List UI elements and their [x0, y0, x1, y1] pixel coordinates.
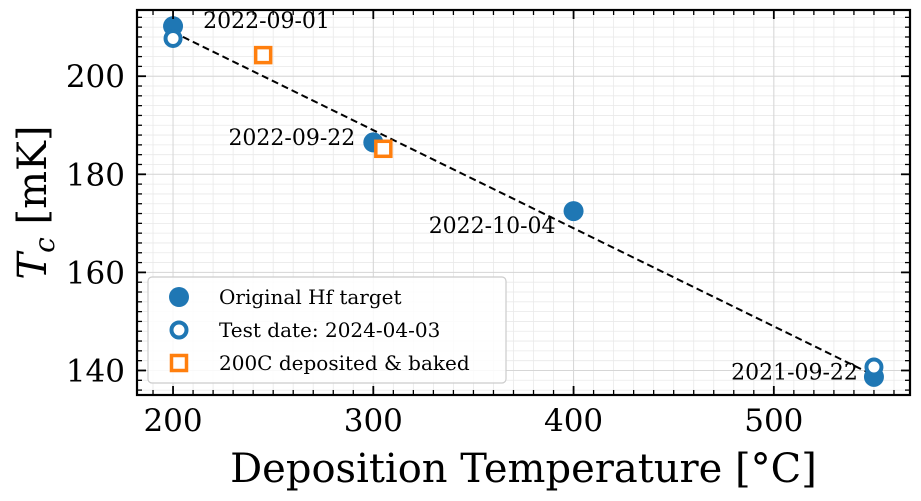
legend-marker [169, 353, 189, 373]
y-axis-label: Tc [mK] [10, 125, 61, 279]
fit-line-layer [172, 31, 875, 377]
y-axis-label-text: Tc [mK] [10, 125, 61, 279]
point-annotation: 2022-09-01 [203, 9, 330, 34]
legend-label: Original Hf target [219, 285, 402, 309]
point-annotation: 2021-09-22 [731, 360, 858, 385]
y-tick-labels: 140 160 180 200 [66, 59, 125, 389]
x-tick-label: 400 [544, 403, 603, 439]
baked-point [253, 45, 273, 65]
minor-grid [137, 10, 910, 395]
test-date-point [864, 357, 884, 377]
original-hf-point [563, 201, 584, 222]
x-tick-labels: 200 300 400 500 [143, 403, 803, 439]
x-tick-label: 300 [344, 403, 403, 439]
y-label-subscript: c [28, 237, 61, 253]
x-tick-label: 500 [744, 403, 803, 439]
legend-label: 200C deposited & baked [219, 351, 470, 375]
legend: Original Hf target Test date: 2024-04-03 2… [147, 276, 507, 384]
test-date-point [163, 28, 183, 48]
legend-box [147, 276, 507, 384]
legend-marker [169, 320, 189, 340]
baked-point [374, 139, 393, 159]
y-label-unit: [mK] [10, 125, 56, 237]
fit-line [172, 31, 875, 377]
y-tick-label: 180 [66, 157, 125, 193]
plot-frame [135, 8, 912, 397]
x-axis-label: Deposition Temperature [°C] [230, 446, 817, 492]
legend-label: Test date: 2024-04-03 [219, 318, 440, 342]
y-tick-label: 200 [66, 59, 125, 95]
legend-marker [169, 287, 189, 307]
y-label-symbol: T [10, 250, 56, 280]
y-tick-label: 140 [66, 353, 125, 389]
point-annotation: 2022-10-04 [429, 214, 556, 239]
point-annotation: 2022-09-22 [228, 126, 355, 151]
point-annotations: 2022-09-01 2022-09-22 2022-10-04 2021-09-22 [203, 9, 858, 385]
y-tick-label: 160 [66, 255, 125, 291]
x-tick-label: 200 [143, 403, 202, 439]
data-points [163, 16, 884, 387]
